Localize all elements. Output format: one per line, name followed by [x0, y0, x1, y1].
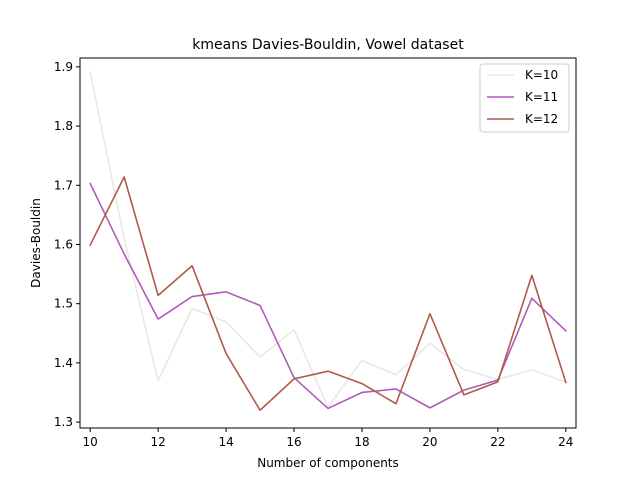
series-layer [89, 71, 567, 412]
x-tick-label: 24 [558, 435, 573, 449]
y-tick-label: 1.9 [54, 60, 73, 74]
y-tick-label: 1.7 [54, 178, 73, 192]
legend-box [479, 63, 570, 133]
x-tick-label: 14 [218, 435, 233, 449]
x-axis-label: Number of components [257, 456, 399, 470]
y-tick-label: 1.3 [54, 415, 73, 429]
x-tick-label: 22 [490, 435, 505, 449]
y-axis-label: Davies-Bouldin [29, 198, 43, 288]
y-tick-label: 1.6 [54, 237, 73, 251]
legend: K=10 K=11 K=12 [479, 63, 570, 133]
x-tick-label: 18 [354, 435, 369, 449]
legend-label: K=10 [525, 68, 558, 82]
x-axis: 10 12 14 16 18 20 22 24 [83, 428, 573, 449]
x-tick-label: 20 [422, 435, 437, 449]
legend-label: K=12 [525, 112, 558, 126]
chart-title: kmeans Davies-Bouldin, Vowel dataset [192, 37, 464, 53]
y-tick-label: 1.5 [54, 297, 73, 311]
x-tick-label: 10 [83, 435, 98, 449]
legend-label: K=11 [525, 90, 558, 104]
x-tick-label: 16 [286, 435, 301, 449]
y-tick-label: 1.8 [54, 119, 73, 133]
y-tick-label: 1.4 [54, 356, 73, 370]
y-axis: 1.3 1.4 1.5 1.6 1.7 1.8 1.9 [54, 60, 80, 429]
x-tick-label: 12 [150, 435, 165, 449]
plot-frame [79, 57, 577, 429]
